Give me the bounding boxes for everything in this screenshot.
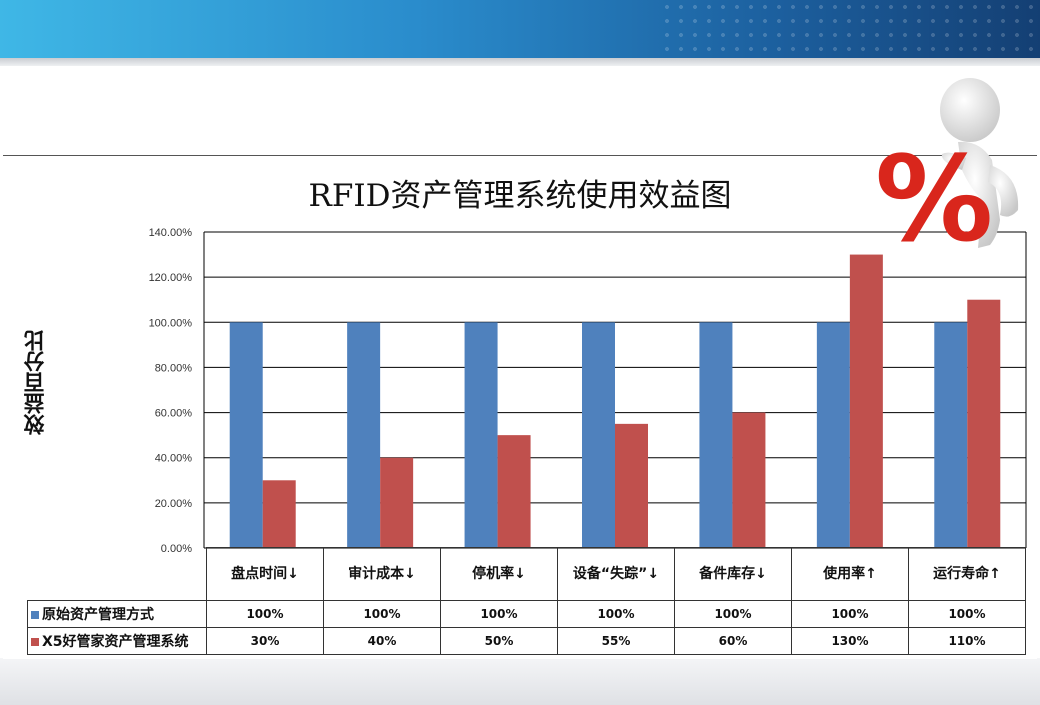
series-row-original: 原始资产管理方式 100% 100% 100% 100% 100% 100% 1…: [27, 600, 1026, 628]
y-tick-label: 60.00%: [155, 408, 193, 420]
bar-x5: [262, 480, 296, 548]
data-label: 60%: [674, 627, 792, 655]
data-label: 55%: [557, 627, 675, 655]
bar-x5: [380, 457, 414, 548]
data-label: 100%: [791, 600, 909, 628]
bar-original: [699, 322, 733, 548]
y-tick-label: 100.00%: [149, 317, 193, 329]
table-corner: [27, 547, 207, 601]
data-label: 100%: [206, 600, 324, 628]
data-label: 100%: [674, 600, 792, 628]
data-label: 30%: [206, 627, 324, 655]
legend-swatch-x5: [31, 638, 39, 646]
data-label: 100%: [440, 600, 558, 628]
header-stripe: [0, 58, 1040, 66]
category-label: 使用率↑: [791, 547, 909, 601]
y-tick-label: 80.00%: [155, 362, 193, 374]
category-label: 盘点时间↓: [206, 547, 324, 601]
data-label: 100%: [908, 600, 1026, 628]
bar-original: [464, 322, 498, 548]
category-label: 审计成本↓: [323, 547, 441, 601]
data-label: 40%: [323, 627, 441, 655]
y-tick-label: 140.00%: [149, 227, 193, 239]
header-band: [0, 0, 1040, 58]
bar-original: [229, 322, 263, 548]
percent-mascot-icon: %: [875, 78, 1019, 255]
data-table: 盘点时间↓ 审计成本↓ 停机率↓ 设备“失踪”↓ 备件库存↓ 使用率↑ 运行寿命…: [27, 547, 1026, 655]
category-label: 停机率↓: [440, 547, 558, 601]
footer-band: [0, 658, 1040, 705]
series-name: X5好管家资产管理系统: [42, 634, 189, 650]
data-label: 110%: [908, 627, 1026, 655]
bar-x5: [615, 423, 648, 548]
data-label: 100%: [323, 600, 441, 628]
bar-original: [582, 322, 615, 548]
chart-title: RFID资产管理系统使用效益图: [308, 178, 732, 214]
category-label: 设备“失踪”↓: [557, 547, 675, 601]
percent-sign: %: [875, 130, 993, 255]
category-label: 运行寿命↑: [908, 547, 1026, 601]
legend-original: 原始资产管理方式: [27, 600, 207, 628]
legend-x5: X5好管家资产管理系统: [27, 627, 207, 655]
y-tick-label: 40.00%: [155, 453, 193, 465]
series-name: 原始资产管理方式: [42, 607, 154, 623]
header-dots: [660, 0, 1040, 58]
category-row: 盘点时间↓ 审计成本↓ 停机率↓ 设备“失踪”↓ 备件库存↓ 使用率↑ 运行寿命…: [27, 547, 1026, 601]
bar-original: [816, 322, 850, 548]
legend-swatch-original: [31, 611, 39, 619]
bar-x5: [497, 435, 531, 548]
data-label: 50%: [440, 627, 558, 655]
data-label: 130%: [791, 627, 909, 655]
bar-x5: [849, 254, 883, 549]
bar-x5: [967, 299, 1001, 548]
series-row-x5: X5好管家资产管理系统 30% 40% 50% 55% 60% 130% 110…: [27, 627, 1026, 655]
category-label: 备件库存↓: [674, 547, 792, 601]
y-tick-label: 20.00%: [155, 498, 193, 510]
bar-original: [347, 322, 381, 548]
bar-x5: [732, 412, 766, 548]
y-tick-label: 120.00%: [149, 272, 193, 284]
data-label: 100%: [557, 600, 675, 628]
bar-original: [934, 322, 968, 548]
